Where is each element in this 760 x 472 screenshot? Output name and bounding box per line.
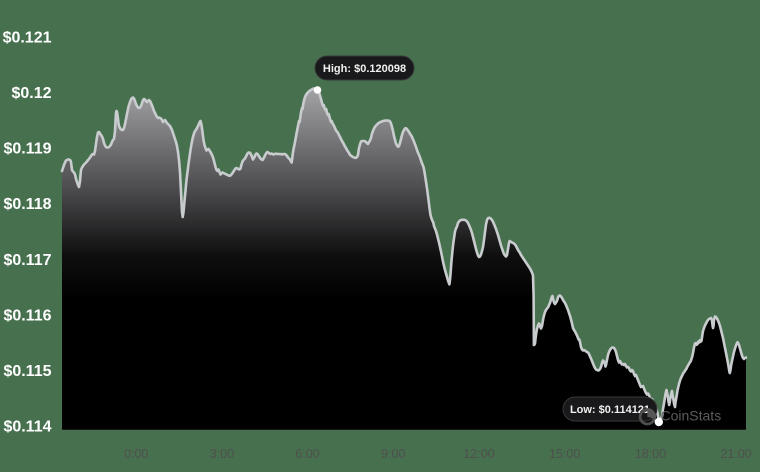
svg-text:$0.115: $0.115 <box>3 363 51 380</box>
svg-text:15:00: 15:00 <box>549 447 580 461</box>
svg-text:$0.121: $0.121 <box>3 29 52 46</box>
svg-text:$0.117: $0.117 <box>3 252 51 269</box>
svg-text:3:00: 3:00 <box>210 447 234 461</box>
svg-text:$0.119: $0.119 <box>3 141 51 158</box>
svg-text:9:00: 9:00 <box>381 447 405 461</box>
svg-text:18:00: 18:00 <box>635 447 666 461</box>
svg-text:12:00: 12:00 <box>463 447 494 461</box>
svg-text:0:00: 0:00 <box>124 447 148 461</box>
svg-text:6:00: 6:00 <box>295 447 319 461</box>
svg-text:High: $0.120098: High: $0.120098 <box>323 63 406 75</box>
svg-text:Low: $0.114121: Low: $0.114121 <box>570 404 650 416</box>
svg-text:$0.12: $0.12 <box>11 85 51 102</box>
svg-text:$0.116: $0.116 <box>3 308 51 325</box>
svg-text:$0.114: $0.114 <box>3 419 51 436</box>
svg-text:21:00: 21:00 <box>720 447 751 461</box>
svg-text:CoinStats: CoinStats <box>661 408 722 424</box>
svg-text:$0.118: $0.118 <box>3 196 51 213</box>
